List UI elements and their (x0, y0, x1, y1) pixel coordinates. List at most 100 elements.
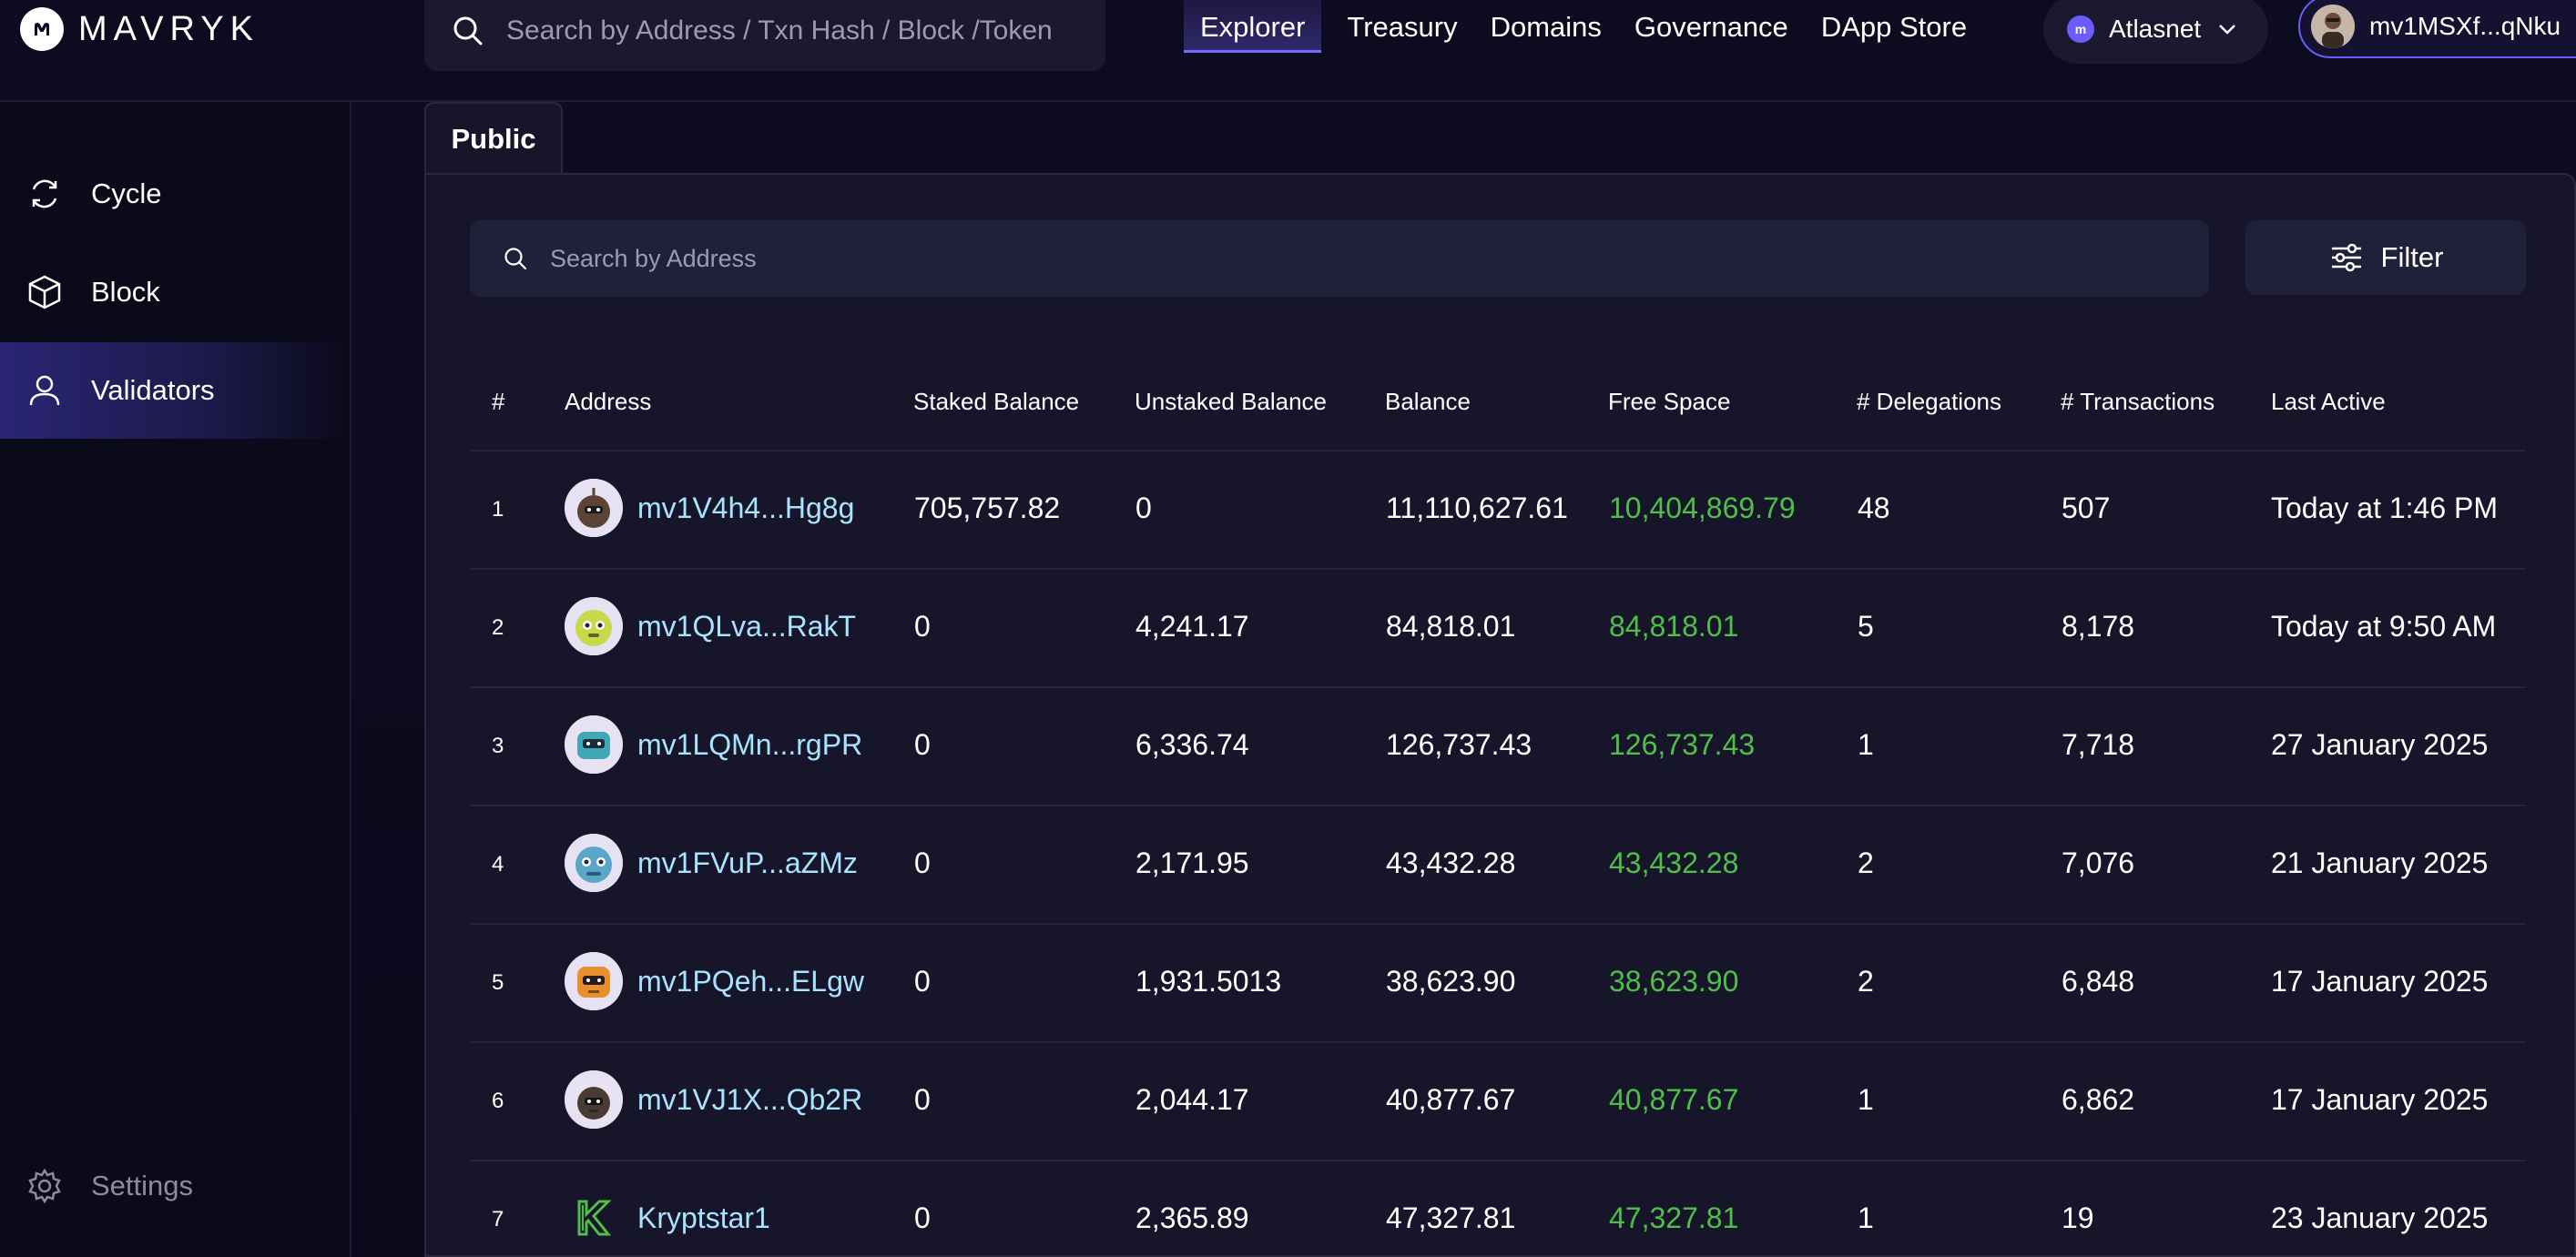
network-selector[interactable]: m Atlasnet (2043, 0, 2268, 64)
user-icon (29, 375, 60, 406)
table-row[interactable]: 6 mv1VJ1X...Qb2R 0 2,044.17 40,877.67 40… (470, 1043, 2526, 1161)
column-header-unstaked: Unstaked Balance (1135, 388, 1328, 415)
address-text: mv1QLva...RakT (637, 609, 857, 643)
unstaked-balance: 6,336.74 (1135, 728, 1249, 761)
kryptstar-logo-icon (565, 1189, 623, 1247)
sidebar-item-settings[interactable]: Settings (0, 1138, 350, 1234)
table-row[interactable]: 3 mv1LQMn...rgPR 0 6,336.74 126,737.43 1… (470, 688, 2526, 806)
delegations: 1 (1858, 1201, 1874, 1234)
nav-dapp-store[interactable]: DApp Store (1820, 11, 1968, 43)
address-link[interactable]: mv1LQMn...rgPR (565, 715, 862, 774)
row-rank: 6 (492, 1089, 504, 1113)
address-link[interactable]: Kryptstar1 (565, 1189, 770, 1247)
tab-public[interactable]: Public (424, 102, 563, 175)
last-active: 21 January 2025 (2271, 846, 2489, 879)
address-link[interactable]: mv1VJ1X...Qb2R (565, 1070, 862, 1129)
last-active: 23 January 2025 (2271, 1201, 2489, 1234)
balance: 38,623.90 (1386, 965, 1516, 998)
logo-text: MAVRYK (78, 9, 260, 48)
validators-table: # Address Staked Balance Unstaked Balanc… (470, 346, 2526, 1257)
logo[interactable]: MAVRYK (20, 7, 260, 51)
delegations: 1 (1858, 1083, 1874, 1116)
network-label: Atlasnet (2109, 15, 2202, 43)
unstaked-balance: 1,931.5013 (1135, 965, 1282, 998)
unstaked-balance: 2,171.95 (1135, 846, 1249, 879)
sidebar-item-cycle[interactable]: Cycle (0, 146, 350, 242)
wallet-button[interactable]: mv1MSXf...qNku (2298, 0, 2576, 58)
nav-governance[interactable]: Governance (1634, 11, 1788, 43)
last-active: 17 January 2025 (2271, 965, 2489, 998)
delegations: 1 (1858, 728, 1874, 761)
address-search-input[interactable] (548, 243, 2096, 274)
staked-balance: 0 (914, 1083, 931, 1116)
global-search-input[interactable] (504, 15, 1087, 47)
column-header-balance: Balance (1385, 388, 1471, 415)
transactions: 6,848 (2062, 965, 2135, 998)
address-text: mv1FVuP...aZMz (637, 846, 858, 879)
transactions: 19 (2062, 1201, 2094, 1234)
table-row[interactable]: 1 mv1V4h4...Hg8g 705,757.82 0 11,110,627… (470, 451, 2526, 570)
robot-avatar-icon (565, 834, 623, 892)
last-active: 27 January 2025 (2271, 728, 2489, 761)
mavryk-network-icon: m (2067, 15, 2094, 43)
address-link[interactable]: mv1QLva...RakT (565, 597, 856, 655)
sidebar-item-label: Cycle (91, 177, 162, 209)
address-link[interactable]: mv1PQeh...ELgw (565, 952, 864, 1010)
nav-treasury[interactable]: Treasury (1347, 11, 1458, 43)
cycle-icon (32, 179, 57, 208)
row-rank: 3 (492, 734, 504, 758)
unstaked-balance: 2,044.17 (1135, 1083, 1249, 1116)
row-rank: 1 (492, 497, 504, 522)
table-row[interactable]: 4 mv1FVuP...aZMz 0 2,171.95 43,432.28 43… (470, 806, 2526, 925)
mavryk-logo-icon (20, 7, 64, 51)
row-rank: 7 (492, 1207, 504, 1232)
robot-avatar-icon (565, 952, 623, 1010)
balance: 126,737.43 (1386, 728, 1532, 761)
robot-avatar-icon (565, 1070, 623, 1129)
address-link[interactable]: mv1FVuP...aZMz (565, 834, 858, 892)
robot-avatar-icon (565, 479, 623, 537)
last-active: Today at 1:46 PM (2271, 492, 2499, 524)
table-row[interactable]: 2 mv1QLva...RakT 0 4,241.17 84,818.01 84… (470, 570, 2526, 688)
sidebar-item-label: Validators (91, 374, 215, 406)
free-space: 47,327.81 (1609, 1201, 1739, 1234)
transactions: 6,862 (2062, 1083, 2135, 1116)
robot-avatar-icon (565, 715, 623, 774)
main-nav: Explorer Treasury Domains Governance DAp… (1184, 0, 1983, 58)
balance: 11,110,627.61 (1386, 492, 1568, 524)
column-header-delegations: # Delegations (1857, 388, 2001, 415)
filter-button[interactable]: Filter (2245, 220, 2526, 295)
table-header: # Address Staked Balance Unstaked Balanc… (470, 346, 2526, 451)
delegations: 2 (1858, 965, 1874, 998)
free-space: 84,818.01 (1609, 610, 1739, 643)
free-space: 10,404,869.79 (1609, 492, 1796, 524)
address-text: Kryptstar1 (637, 1201, 770, 1234)
staked-balance: 0 (914, 1201, 931, 1234)
nav-explorer[interactable]: Explorer (1184, 0, 1322, 53)
column-header-last-active: Last Active (2271, 388, 2386, 415)
wallet-avatar (2311, 5, 2355, 48)
sidebar-item-validators[interactable]: Validators (0, 342, 350, 439)
transactions: 507 (2062, 492, 2111, 524)
free-space: 43,432.28 (1609, 846, 1739, 879)
column-header-free-space: Free Space (1608, 388, 1731, 415)
row-rank: 4 (492, 852, 504, 877)
unstaked-balance: 0 (1135, 492, 1152, 524)
address-search-box (470, 220, 2209, 297)
last-active: Today at 9:50 AM (2271, 610, 2497, 643)
free-space: 40,877.67 (1609, 1083, 1739, 1116)
sidebar-item-block[interactable]: Block (0, 244, 350, 340)
table-row[interactable]: 7 Kryptstar1 0 2,365.89 47,327.81 47,327… (470, 1161, 2526, 1257)
chevron-down-icon (2219, 25, 2236, 35)
sidebar: Cycle Block Validators Settings (0, 102, 351, 1257)
address-link[interactable]: mv1V4h4...Hg8g (565, 479, 854, 537)
free-space: 126,737.43 (1609, 728, 1756, 761)
free-space: 38,623.90 (1609, 965, 1739, 998)
delegations: 48 (1858, 492, 1890, 524)
staked-balance: 0 (914, 846, 931, 879)
nav-domains[interactable]: Domains (1490, 11, 1602, 43)
global-search-box (424, 0, 1105, 71)
table-row[interactable]: 5 mv1PQeh...ELgw 0 1,931.5013 38,623.90 … (470, 925, 2526, 1043)
balance: 43,432.28 (1386, 846, 1516, 879)
delegations: 2 (1858, 846, 1874, 879)
